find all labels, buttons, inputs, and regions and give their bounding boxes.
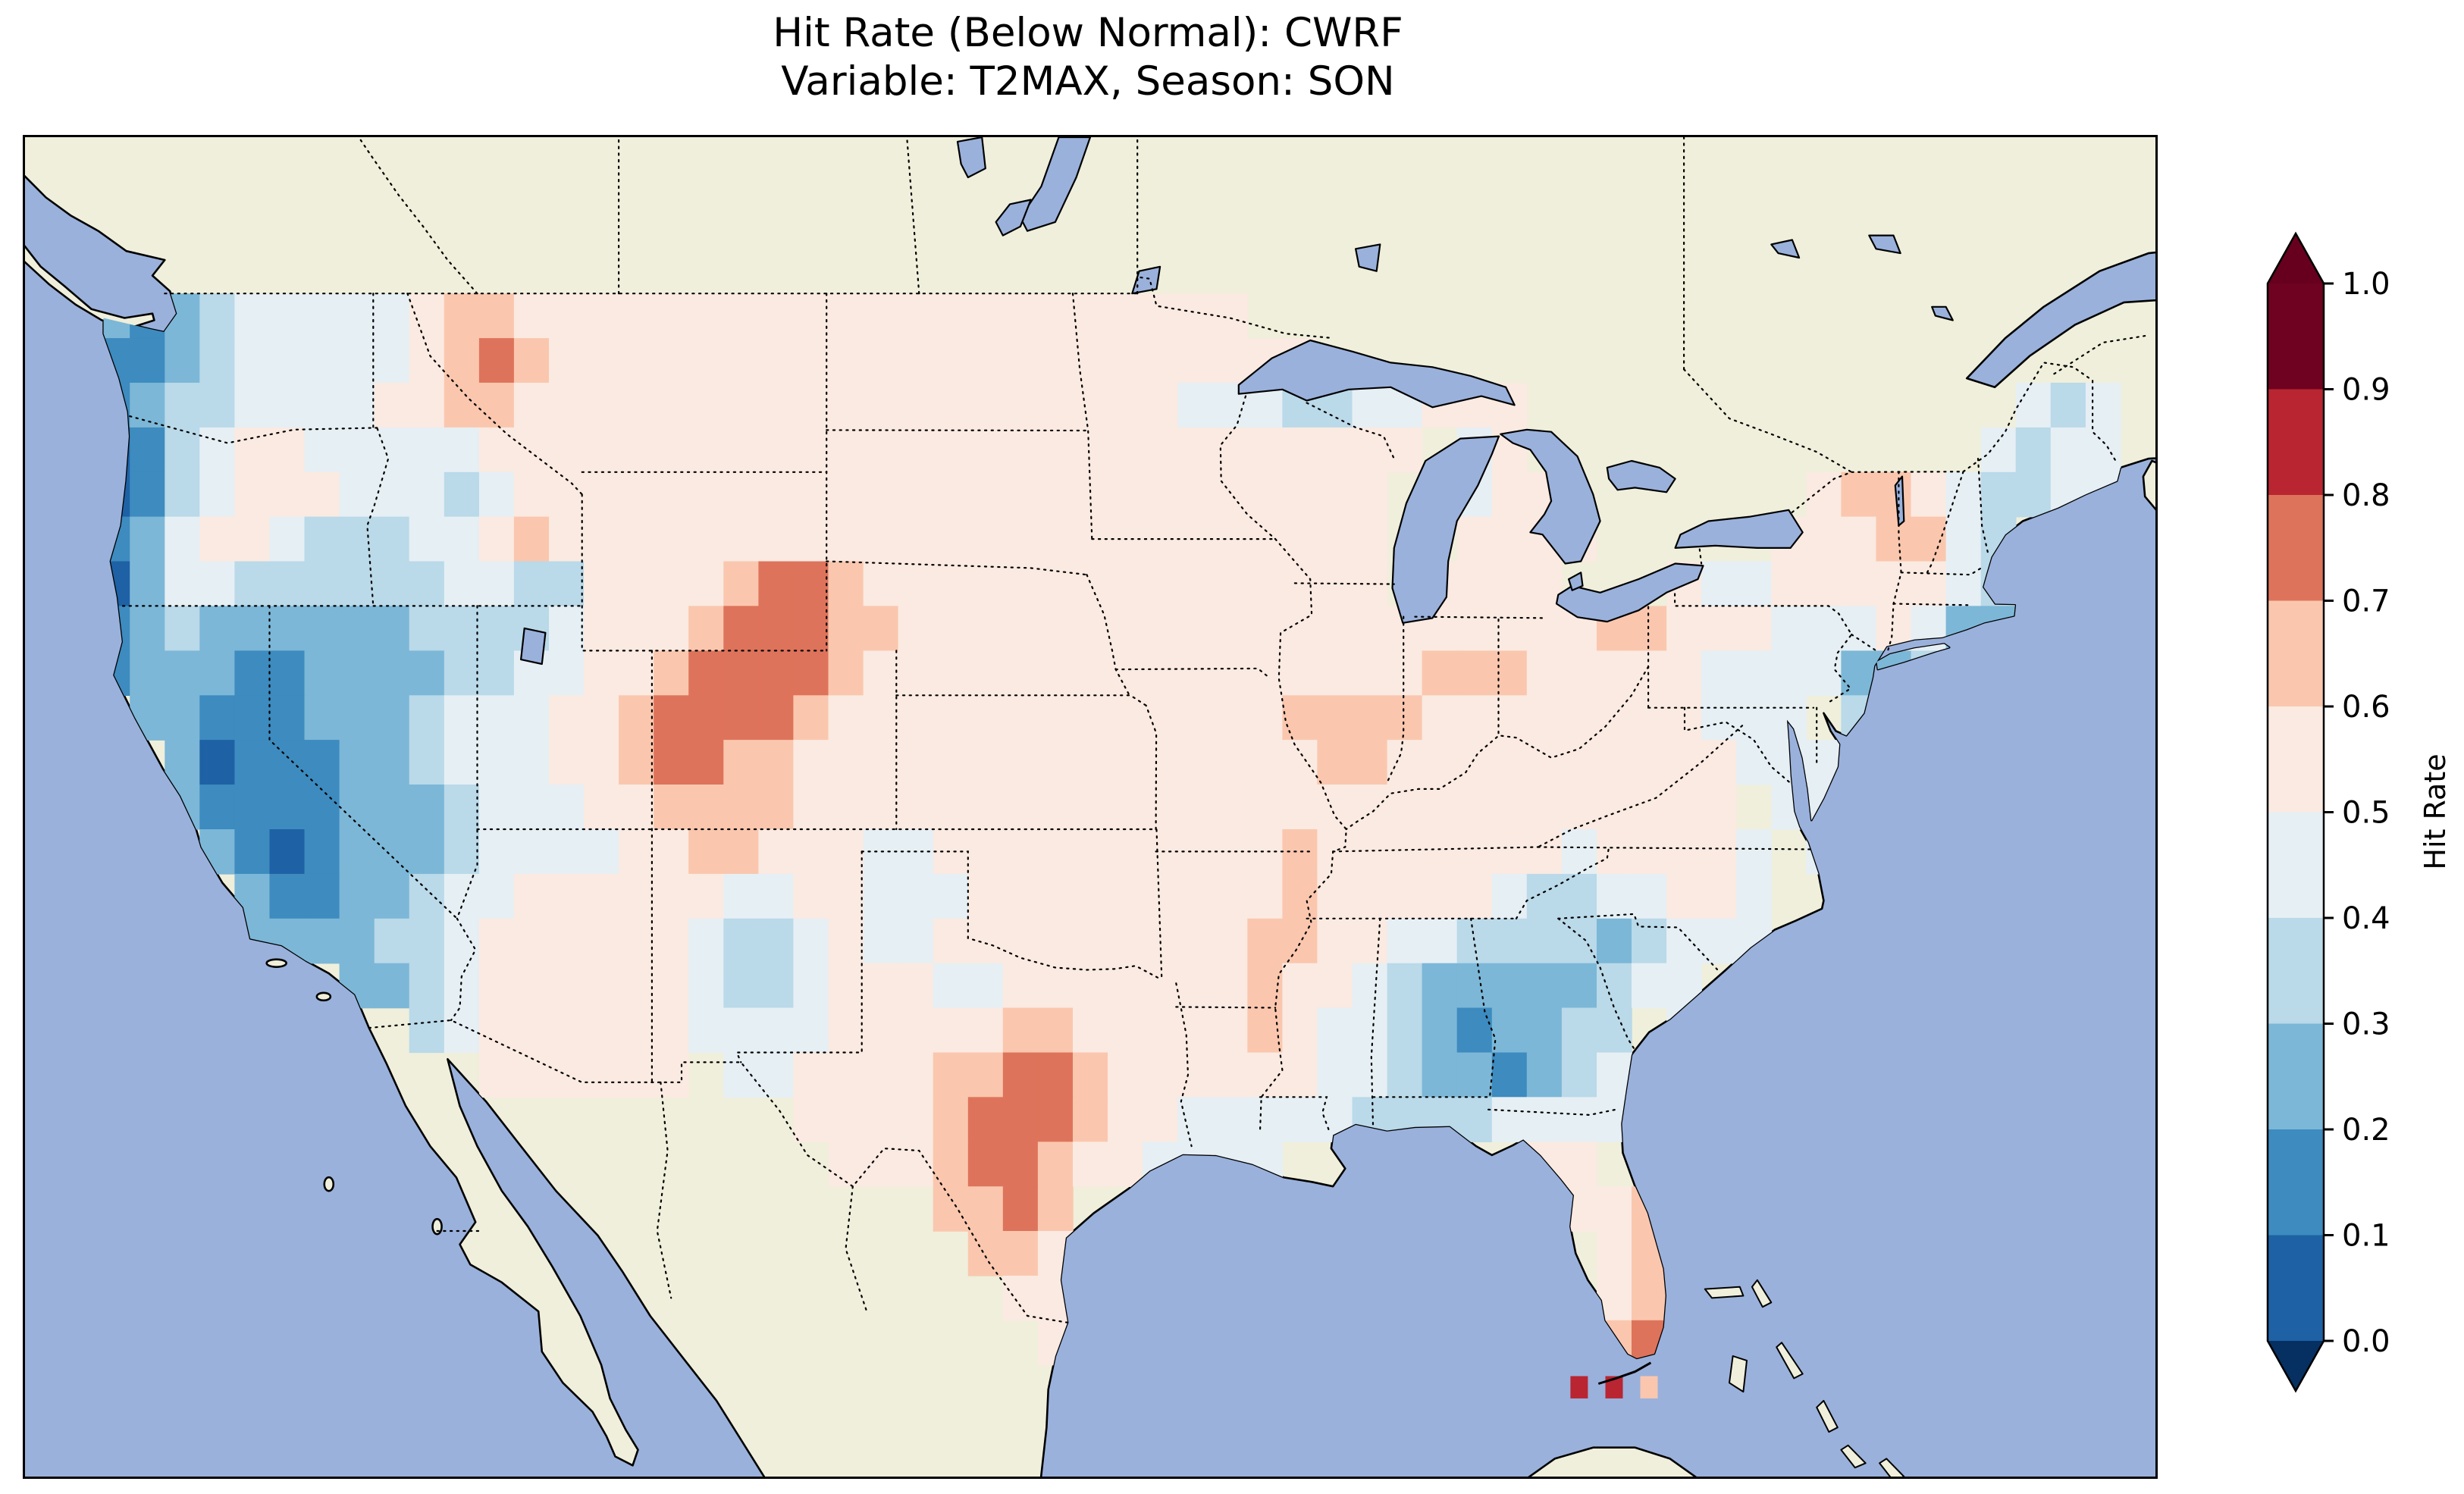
colorbar-band <box>2268 918 2324 1025</box>
colorbar-under-arrow <box>2268 1341 2324 1391</box>
colorbar-band <box>2268 389 2324 496</box>
title-line2: Variable: T2MAX, Season: SON <box>781 58 1395 105</box>
borders-layer <box>121 137 2146 1323</box>
colorbar-tick-label: 0.5 <box>2342 796 2390 831</box>
florida-keys-coast <box>1597 1361 1652 1385</box>
colorbar-tick-label: 0.4 <box>2342 901 2390 936</box>
colorbar-scale: 1.0 0.9 0.8 0.7 0.6 0.5 0.4 0.3 0.2 0.1 0.0 <box>2266 231 2390 1393</box>
title-line1: Hit Rate (Below Normal): CWRF <box>773 10 1403 56</box>
figure-title: Hit Rate (Below Normal): CWRF Variable: … <box>23 9 2153 106</box>
hit-rate-cells-keys <box>1570 1376 1658 1398</box>
colorbar-tick-label: 0.0 <box>2342 1324 2390 1359</box>
colorbar-band <box>2268 600 2324 707</box>
colorbar-label: Hit Rate <box>2419 753 2452 870</box>
hit-rate-cells <box>95 293 2121 1366</box>
colorbar-band <box>2268 812 2324 919</box>
colorbar-tick-label: 0.9 <box>2342 373 2390 408</box>
colorbar-tick-label: 1.0 <box>2342 267 2390 302</box>
colorbar-band <box>2268 283 2324 390</box>
colorbar-over-arrow <box>2268 233 2324 283</box>
colorbar-tick-label: 0.6 <box>2342 690 2390 725</box>
colorbar-band <box>2268 1235 2324 1342</box>
colorbar-band <box>2268 1129 2324 1236</box>
us-map <box>25 137 2155 1477</box>
colorbar-band <box>2268 706 2324 813</box>
colorbar: 1.0 0.9 0.8 0.7 0.6 0.5 0.4 0.3 0.2 0.1 0.0 <box>2263 229 2460 1400</box>
map-panel <box>23 135 2158 1479</box>
colorbar-band <box>2268 1023 2324 1130</box>
colorbar-tick-label: 0.3 <box>2342 1007 2390 1042</box>
lakes-layer <box>520 137 1954 666</box>
colorbar-tick-label: 0.2 <box>2342 1113 2390 1148</box>
colorbar-tick-label: 0.7 <box>2342 584 2390 619</box>
colorbar-tick-label: 0.1 <box>2342 1219 2390 1254</box>
colorbar-tick-label: 0.8 <box>2342 478 2390 513</box>
colorbar-band <box>2268 495 2324 602</box>
